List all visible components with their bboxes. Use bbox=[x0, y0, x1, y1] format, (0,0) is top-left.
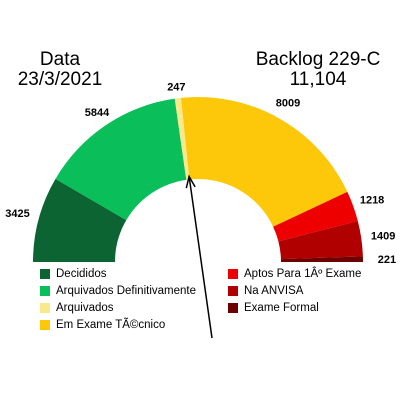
gauge-segment-decididos bbox=[33, 178, 127, 262]
legend-item-em-exame-t-cnico: Em Exame TÃ©cnico bbox=[40, 319, 165, 331]
legend-item-na-anvisa: Na ANVISA bbox=[228, 285, 303, 297]
gauge-segment-arquivados bbox=[174, 97, 190, 180]
date-label: Data bbox=[39, 49, 81, 70]
gauge-segment-arquivados-definitivamente bbox=[55, 98, 187, 221]
legend-swatch bbox=[40, 303, 50, 313]
legend-item-arquivados: Arquivados bbox=[40, 302, 114, 314]
legend-label: Arquivados Definitivamente bbox=[56, 285, 196, 297]
backlog-value: 11,104 bbox=[289, 69, 347, 90]
value-label-em-exame-t-cnico: 8009 bbox=[276, 98, 300, 110]
legend-swatch bbox=[40, 320, 50, 330]
legend-item-exame-formal: Exame Formal bbox=[228, 302, 319, 314]
legend-label: Na ANVISA bbox=[244, 285, 304, 297]
legend-swatch bbox=[228, 286, 238, 296]
legend-swatch bbox=[40, 286, 50, 296]
value-label-aptos-para-1-exame: 1218 bbox=[360, 194, 384, 206]
legend-label: Exame Formal bbox=[244, 302, 319, 314]
gauge-segment-na-anvisa bbox=[278, 220, 363, 260]
legend-label: Em Exame TÃ©cnico bbox=[56, 319, 166, 331]
gauge-needle-head bbox=[185, 174, 196, 189]
gauge-segment-em-exame-t-cnico bbox=[180, 96, 348, 227]
value-label-na-anvisa: 1409 bbox=[371, 230, 395, 242]
legend-item-arquivados-definitivamente: Arquivados Definitivamente bbox=[40, 285, 196, 297]
legend-item-decididos: Decididos bbox=[40, 268, 107, 280]
legend-item-aptos-para-1-exame: Aptos Para 1Âº Exame bbox=[228, 268, 361, 280]
legend-label: Decididos bbox=[56, 268, 107, 280]
gauge-needle bbox=[188, 176, 213, 339]
gauge-segment-exame-formal bbox=[280, 256, 363, 262]
date-header: Data 23/3/2021 bbox=[8, 50, 112, 90]
gauge-segment-aptos-para-1-exame bbox=[273, 191, 358, 242]
legend-swatch bbox=[228, 269, 238, 279]
legend-label: Aptos Para 1Âº Exame bbox=[244, 268, 362, 280]
date-value: 23/3/2021 bbox=[17, 69, 103, 90]
value-label-exame-formal: 221 bbox=[378, 254, 396, 266]
legend-swatch bbox=[40, 269, 50, 279]
backlog-header: Backlog 229-C 11,104 bbox=[252, 50, 384, 90]
backlog-label: Backlog 229-C bbox=[255, 49, 381, 70]
legend-swatch bbox=[228, 303, 238, 313]
legend: Decididos Arquivados Definitivamente Arqui… bbox=[0, 268, 400, 338]
value-label-arquivados-definitivamente: 5844 bbox=[85, 107, 110, 119]
legend-label: Arquivados bbox=[56, 302, 114, 314]
value-label-decididos: 3425 bbox=[5, 208, 29, 220]
value-label-arquivados: 247 bbox=[167, 81, 185, 93]
